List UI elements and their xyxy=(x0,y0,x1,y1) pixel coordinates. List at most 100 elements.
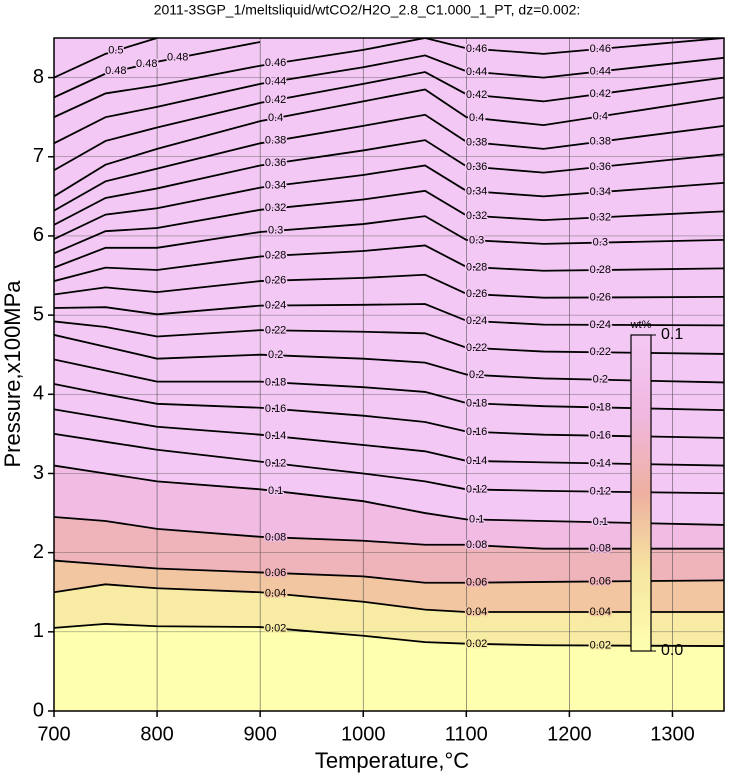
contour-line xyxy=(54,273,724,299)
x-tick-label: 1300 xyxy=(650,723,695,745)
contour-label: 0.04 xyxy=(590,606,611,618)
contour-band xyxy=(54,38,158,78)
contour-label: 0.44 xyxy=(466,66,487,78)
contour-label: 0.04 xyxy=(466,606,487,618)
contour-line xyxy=(54,164,724,240)
contour-label: 0.4 xyxy=(593,110,608,122)
contour-label: 0.26 xyxy=(265,275,286,287)
contour-label: 0.16 xyxy=(466,426,487,438)
x-tick-label: 1000 xyxy=(341,723,386,745)
contour-label: 0.06 xyxy=(466,577,487,589)
contour-label: 0.26 xyxy=(466,288,487,300)
plot-area: 0.02 0.02 0.02 0.04 0.04 0.04 0.06 0.06 0.06 0.08… xyxy=(54,38,724,711)
contour-label: 0.2 xyxy=(268,349,283,361)
contour-label: 0.08 xyxy=(466,539,487,551)
contour-label: 0.46 xyxy=(265,57,286,69)
contour-label: 0.28 xyxy=(466,261,487,273)
contour-label: 0.38 xyxy=(590,136,611,148)
contour-line xyxy=(54,320,724,355)
x-tick-label: 1200 xyxy=(547,723,592,745)
contour-line xyxy=(54,244,724,282)
y-tick-label: 8 xyxy=(33,66,44,88)
contour-label: 0.36 xyxy=(466,161,487,173)
y-axis-label: Pressure,x100MPa xyxy=(0,280,25,468)
contour-line xyxy=(54,464,724,526)
contour-line xyxy=(54,54,724,145)
x-axis-label: Temperature,°C xyxy=(315,748,469,773)
contour-line xyxy=(54,516,724,550)
y-tick-label: 2 xyxy=(33,541,44,563)
contour-band xyxy=(54,38,724,118)
contour-label: 0.3 xyxy=(593,237,608,249)
contour-label: 0.38 xyxy=(265,135,286,147)
contour-line xyxy=(54,71,724,172)
contour-label: 0.36 xyxy=(590,161,611,173)
contour-label: 0.14 xyxy=(265,430,286,442)
contour-label: 0.06 xyxy=(590,575,611,587)
contour-line xyxy=(54,189,724,255)
y-tick-label: 4 xyxy=(33,383,44,405)
y-tick-label: 0 xyxy=(33,699,44,721)
contour-label: 0.34 xyxy=(265,180,286,192)
contour-line xyxy=(54,583,724,613)
contour-line xyxy=(54,88,724,198)
contour-label: 0.46 xyxy=(590,43,611,55)
contour-label: 0.36 xyxy=(265,157,286,169)
plot-frame xyxy=(53,37,725,712)
contour-label: 0.4 xyxy=(268,112,283,124)
contour-label: 0.18 xyxy=(466,397,487,409)
contour-line xyxy=(54,38,158,79)
contour-label: 0.48 xyxy=(136,58,157,70)
contour-label: 0.02 xyxy=(590,639,611,651)
contour-label: 0.14 xyxy=(466,455,487,467)
contour-label: 0.02 xyxy=(265,622,286,634)
contour-line xyxy=(54,303,724,327)
contour-label: 0.24 xyxy=(265,299,286,311)
contour-label: 0.48 xyxy=(167,52,188,64)
contour-line xyxy=(54,215,724,269)
contour-label: 0.46 xyxy=(466,43,487,55)
contour-label: 0.28 xyxy=(265,250,286,262)
contour-label: 0.5 xyxy=(108,45,123,57)
contour-label: 0.22 xyxy=(590,346,611,358)
contour-label: 0.44 xyxy=(265,75,286,87)
contour-label: 0.44 xyxy=(590,65,611,77)
colorbar-label: wt% xyxy=(630,319,652,331)
chart-title: 2011-3SGP_1/meltsliquid/wtCO2/H2O_2.8_C1… xyxy=(154,2,581,18)
contour-line xyxy=(54,623,724,647)
contour-label: 0.06 xyxy=(265,567,286,579)
contour-label: 0.3 xyxy=(469,234,484,246)
contour-label: 0.1 xyxy=(469,514,484,526)
contour-label: 0.32 xyxy=(265,202,286,214)
contour-label: 0.22 xyxy=(466,342,487,354)
contour-label: 0.04 xyxy=(265,588,286,600)
contour-label: 0.24 xyxy=(466,315,487,327)
colorbar xyxy=(630,334,652,652)
x-tick-label: 800 xyxy=(140,723,173,745)
contour-label: 0.32 xyxy=(466,210,487,222)
contour-label: 0.22 xyxy=(265,324,286,336)
contour-label: 0.42 xyxy=(466,89,487,101)
contour-line xyxy=(54,358,724,412)
contour-label: 0.28 xyxy=(590,264,611,276)
y-tick-label: 7 xyxy=(33,145,44,167)
colorbar-tick-label: 0.0 xyxy=(661,642,683,659)
y-tick-label: 3 xyxy=(33,462,44,484)
contour-line xyxy=(54,139,724,226)
contour-label: 0.24 xyxy=(590,319,611,331)
contour-label: 0.2 xyxy=(593,374,608,386)
contour-line xyxy=(54,559,724,584)
contour-label: 0.02 xyxy=(466,638,487,650)
contour-label: 0.26 xyxy=(590,291,611,303)
contour-label: 0.1 xyxy=(593,516,608,528)
contour-label: 0.14 xyxy=(590,457,611,469)
contour-label: 0.34 xyxy=(590,186,611,198)
contour-label: 0.18 xyxy=(590,401,611,413)
axes: 700 800 900 1000 1100 1200 1300012345678wt%0.0… xyxy=(33,37,725,745)
contour-label: 0.34 xyxy=(466,185,487,197)
contour-label: 0.4 xyxy=(469,112,484,124)
contour-label: 0.3 xyxy=(268,225,283,237)
contour-label: 0.1 xyxy=(268,485,283,497)
contour-line xyxy=(54,41,261,99)
